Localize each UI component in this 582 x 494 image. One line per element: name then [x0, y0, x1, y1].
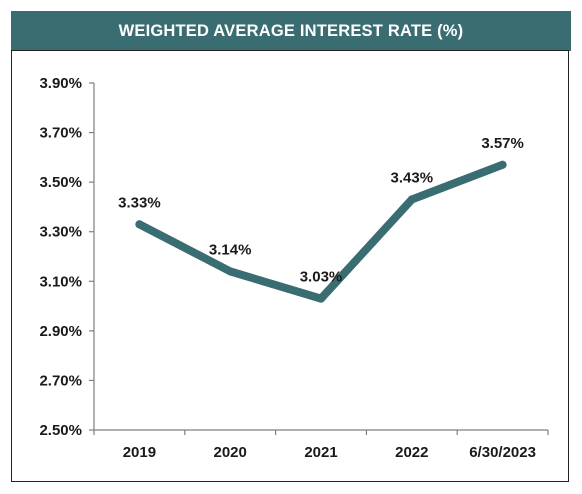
y-tick-label: 2.70%: [39, 372, 82, 389]
data-point: [498, 160, 507, 169]
y-tick-label: 3.90%: [39, 75, 82, 92]
y-tick-label: 3.70%: [39, 125, 82, 142]
y-tick-label: 3.30%: [39, 224, 82, 241]
data-label: 3.14%: [209, 241, 252, 258]
chart-frame: [11, 50, 569, 482]
y-tick-label: 3.10%: [39, 273, 82, 290]
x-tick-label: 2019: [123, 444, 156, 461]
data-label: 3.33%: [118, 194, 161, 211]
x-tick-label: 6/30/2023: [469, 444, 536, 461]
data-label: 3.43%: [391, 169, 434, 186]
y-tick-label: 2.90%: [39, 323, 82, 340]
x-tick-label: 2022: [395, 444, 428, 461]
chart-title-bar: WEIGHTED AVERAGE INTEREST RATE (%): [11, 11, 571, 51]
data-label: 3.57%: [481, 135, 524, 152]
data-point: [226, 267, 235, 276]
data-label: 3.03%: [300, 269, 343, 286]
y-tick-label: 3.50%: [39, 174, 82, 191]
y-tick-label: 2.50%: [39, 422, 82, 439]
data-point: [407, 195, 416, 204]
x-tick-label: 2020: [214, 444, 247, 461]
x-tick-label: 2021: [304, 444, 337, 461]
data-point: [317, 294, 325, 303]
chart-title: WEIGHTED AVERAGE INTEREST RATE (%): [118, 21, 464, 40]
data-point: [135, 220, 144, 229]
